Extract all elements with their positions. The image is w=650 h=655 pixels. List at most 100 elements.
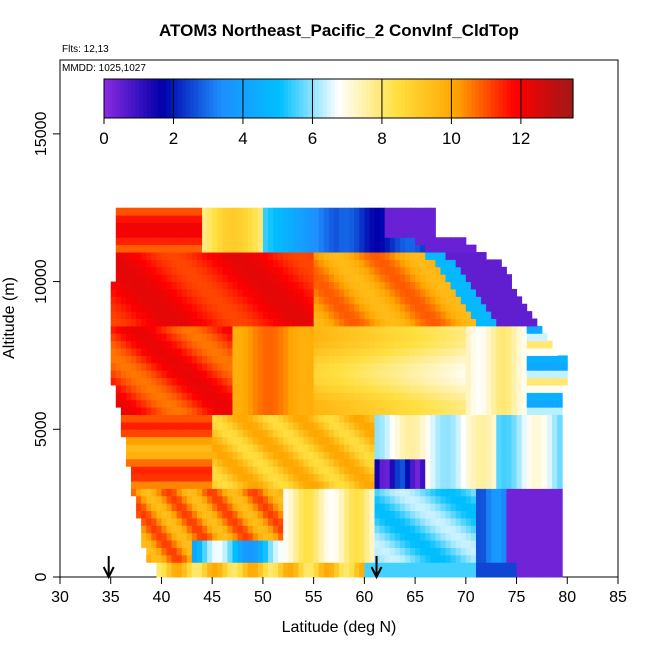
heatmap-cell — [232, 517, 239, 526]
heatmap-cell — [333, 421, 340, 430]
heatmap-cell — [237, 540, 244, 548]
heatmap-cell — [110, 377, 117, 386]
heatmap-cell — [191, 355, 198, 364]
heatmap-cell — [379, 554, 386, 563]
heatmap-cell — [496, 503, 502, 512]
colorbar-swatch — [569, 79, 574, 118]
heatmap-cell — [207, 281, 213, 290]
x-axis: 30 35 40 45 50 55 60 65 70 75 80 85 — [51, 577, 627, 606]
heatmap-cell — [415, 554, 421, 563]
heatmap-cell — [394, 510, 401, 519]
heatmap-cell — [161, 473, 168, 482]
heatmap-cell — [354, 429, 360, 438]
heatmap-cell — [156, 370, 162, 379]
heatmap-cell — [298, 436, 304, 445]
heatmap-cell — [232, 303, 239, 312]
heatmap-cell — [217, 421, 223, 430]
heatmap-cell — [491, 274, 497, 283]
heatmap-cell — [247, 325, 254, 334]
heatmap-cell — [181, 237, 188, 246]
heatmap-cell — [333, 244, 340, 253]
heatmap-cell — [202, 311, 208, 319]
heatmap-cell — [475, 480, 482, 489]
heatmap-cell — [516, 355, 523, 364]
heatmap-cell — [364, 311, 370, 319]
heatmap-cell — [354, 348, 360, 356]
heatmap-cell — [212, 421, 218, 430]
heatmap-cell — [298, 311, 304, 319]
heatmap-cell — [146, 473, 152, 482]
heatmap-cell — [191, 362, 198, 371]
heatmap-cell — [252, 473, 259, 482]
heatmap-cell — [262, 451, 269, 460]
heatmap-cell — [273, 510, 279, 519]
heatmap-cell — [328, 540, 335, 548]
heatmap-cell — [237, 222, 244, 231]
heatmap-cell — [181, 392, 188, 401]
heatmap-cell — [278, 274, 284, 283]
heatmap-cell — [552, 517, 558, 526]
heatmap-cell — [415, 252, 421, 260]
heatmap-cell — [486, 421, 492, 430]
heatmap-cell — [339, 532, 345, 541]
heatmap-cell — [552, 510, 558, 519]
heatmap-cell — [278, 554, 284, 563]
heatmap-cell — [455, 554, 462, 563]
heatmap-cell — [237, 503, 244, 512]
heatmap-cell — [181, 421, 188, 430]
heatmap-cell — [257, 451, 264, 460]
heatmap-cell — [389, 414, 396, 423]
heatmap-cell — [470, 340, 477, 349]
heatmap-cell — [491, 362, 497, 371]
colorbar-swatch — [268, 79, 273, 118]
heatmap-cell — [212, 436, 218, 445]
heatmap-cell — [212, 252, 218, 260]
heatmap-cell — [328, 532, 335, 541]
heatmap-cell — [247, 252, 254, 260]
heatmap-cell — [359, 237, 365, 246]
heatmap-cell — [374, 525, 381, 534]
heatmap-cell — [313, 303, 320, 312]
heatmap-cell — [511, 562, 518, 571]
heatmap-cell — [516, 540, 523, 548]
heatmap-cell — [257, 510, 264, 519]
heatmap-cell — [450, 407, 457, 416]
heatmap-cell — [181, 569, 188, 578]
heatmap-cell — [369, 458, 376, 467]
heatmap-cell — [191, 266, 198, 275]
colorbar-swatch — [447, 79, 453, 118]
heatmap-cell — [430, 303, 436, 312]
heatmap-cell — [156, 466, 162, 475]
heatmap-cell — [379, 503, 386, 512]
heatmap-cell — [171, 288, 178, 297]
heatmap-cell — [161, 407, 168, 416]
heatmap-cell — [349, 525, 355, 534]
heatmap-cell — [191, 421, 198, 430]
heatmap-cell — [475, 510, 482, 519]
heatmap-cell — [212, 429, 218, 438]
heatmap-cell — [481, 444, 487, 452]
heatmap-cell — [501, 370, 507, 379]
heatmap-cell — [252, 510, 259, 519]
colorbar-tick-label: 8 — [377, 129, 386, 148]
heatmap-cell — [227, 318, 233, 327]
heatmap-cell — [425, 488, 431, 497]
heatmap-cell — [141, 517, 147, 526]
heatmap-cell — [359, 259, 365, 268]
heatmap-cell — [374, 215, 381, 223]
heatmap-cell — [475, 414, 482, 423]
heatmap-cell — [308, 222, 315, 231]
heatmap-cell — [339, 229, 345, 238]
colorbar-tick-label: 12 — [511, 129, 530, 148]
heatmap-cell — [303, 303, 310, 312]
heatmap-cell — [156, 222, 162, 231]
heatmap-cell — [257, 562, 264, 571]
heatmap-cell — [430, 296, 436, 305]
colorbar-swatch — [530, 79, 535, 118]
heatmap-cell — [273, 222, 279, 231]
heatmap-cell — [293, 229, 299, 238]
heatmap-cell — [267, 392, 274, 401]
heatmap-cell — [141, 274, 147, 283]
heatmap-cell — [308, 370, 315, 379]
heatmap-cell — [161, 288, 168, 297]
